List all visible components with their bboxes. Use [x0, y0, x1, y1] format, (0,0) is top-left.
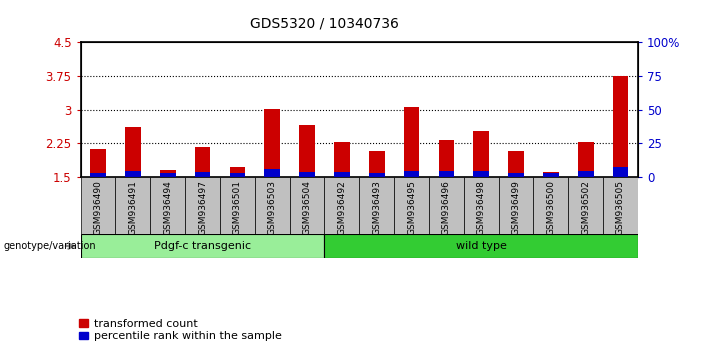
Bar: [229, 167, 245, 177]
Bar: [334, 172, 350, 177]
Bar: [125, 127, 141, 177]
FancyBboxPatch shape: [603, 177, 638, 234]
FancyBboxPatch shape: [185, 177, 220, 234]
Bar: [404, 171, 419, 177]
Bar: [90, 149, 106, 177]
FancyBboxPatch shape: [569, 177, 603, 234]
FancyBboxPatch shape: [150, 177, 185, 234]
Text: GSM936497: GSM936497: [198, 180, 207, 235]
Text: GSM936505: GSM936505: [616, 180, 625, 235]
FancyBboxPatch shape: [359, 177, 394, 234]
FancyBboxPatch shape: [290, 177, 325, 234]
Bar: [264, 109, 280, 177]
Bar: [613, 167, 628, 177]
Bar: [508, 152, 524, 177]
Bar: [439, 140, 454, 177]
Bar: [369, 172, 385, 177]
Bar: [334, 142, 350, 177]
Text: GSM936495: GSM936495: [407, 180, 416, 235]
FancyBboxPatch shape: [81, 177, 116, 234]
Text: GSM936502: GSM936502: [581, 180, 590, 235]
Text: wild type: wild type: [456, 241, 507, 251]
FancyBboxPatch shape: [533, 177, 569, 234]
FancyBboxPatch shape: [116, 177, 150, 234]
Text: GSM936499: GSM936499: [512, 180, 521, 235]
Bar: [229, 172, 245, 177]
Bar: [369, 151, 385, 177]
FancyBboxPatch shape: [325, 234, 638, 258]
FancyBboxPatch shape: [325, 177, 359, 234]
Text: Pdgf-c transgenic: Pdgf-c transgenic: [154, 241, 251, 251]
FancyBboxPatch shape: [464, 177, 498, 234]
Bar: [543, 172, 559, 177]
Text: GSM936504: GSM936504: [303, 180, 311, 235]
Bar: [508, 172, 524, 177]
Bar: [613, 76, 628, 177]
Bar: [299, 125, 315, 177]
Text: genotype/variation: genotype/variation: [4, 241, 96, 251]
Bar: [578, 142, 594, 177]
Text: GDS5320 / 10340736: GDS5320 / 10340736: [250, 16, 399, 30]
Bar: [543, 172, 559, 177]
Text: GSM936491: GSM936491: [128, 180, 137, 235]
Bar: [299, 172, 315, 177]
Legend: transformed count, percentile rank within the sample: transformed count, percentile rank withi…: [79, 319, 282, 341]
Text: GSM936496: GSM936496: [442, 180, 451, 235]
FancyBboxPatch shape: [81, 234, 325, 258]
Bar: [160, 170, 175, 177]
FancyBboxPatch shape: [394, 177, 429, 234]
Bar: [473, 171, 489, 177]
Bar: [404, 108, 419, 177]
Text: GSM936492: GSM936492: [337, 180, 346, 235]
FancyBboxPatch shape: [498, 177, 533, 234]
FancyBboxPatch shape: [254, 177, 290, 234]
Bar: [578, 171, 594, 177]
Text: GSM936501: GSM936501: [233, 180, 242, 235]
Bar: [90, 172, 106, 177]
Text: GSM936498: GSM936498: [477, 180, 486, 235]
Text: GSM936500: GSM936500: [546, 180, 555, 235]
Bar: [195, 172, 210, 177]
Text: GSM936494: GSM936494: [163, 180, 172, 235]
FancyBboxPatch shape: [220, 177, 254, 234]
Bar: [195, 147, 210, 177]
FancyBboxPatch shape: [429, 177, 464, 234]
Text: GSM936493: GSM936493: [372, 180, 381, 235]
Text: GSM936490: GSM936490: [93, 180, 102, 235]
Bar: [473, 131, 489, 177]
Bar: [160, 172, 175, 177]
Bar: [125, 171, 141, 177]
Bar: [439, 171, 454, 177]
Text: GSM936503: GSM936503: [268, 180, 277, 235]
Bar: [264, 169, 280, 177]
